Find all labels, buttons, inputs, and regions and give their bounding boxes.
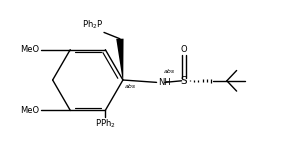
Polygon shape: [116, 39, 123, 80]
Text: MeO: MeO: [21, 45, 40, 54]
Text: abs: abs: [164, 69, 175, 74]
Text: MeO: MeO: [21, 106, 40, 115]
Text: NH: NH: [158, 78, 171, 87]
Text: PPh$_2$: PPh$_2$: [95, 117, 116, 130]
Text: Ph$_2$P: Ph$_2$P: [82, 18, 103, 31]
Text: abs: abs: [124, 84, 136, 89]
Text: O: O: [181, 45, 187, 54]
Text: S: S: [181, 76, 187, 86]
